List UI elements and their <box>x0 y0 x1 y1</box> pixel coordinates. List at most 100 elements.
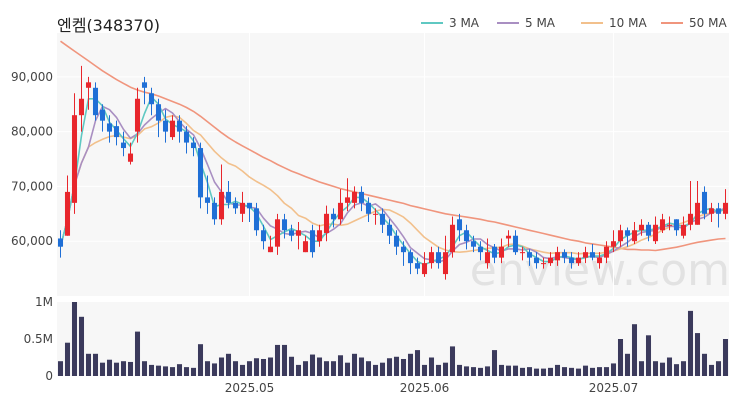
candle-body <box>624 230 631 236</box>
candle-body <box>596 257 603 264</box>
candle-body <box>120 142 127 149</box>
volume-bar <box>71 302 78 376</box>
volume-bar <box>554 364 561 376</box>
legend-label: 5 MA <box>525 16 556 30</box>
candle-body <box>365 202 372 214</box>
candle <box>365 197 372 223</box>
volume-bar <box>281 344 288 376</box>
candle <box>722 189 729 220</box>
volume-bar <box>239 364 246 376</box>
candle <box>680 216 687 239</box>
candle <box>309 224 316 258</box>
volume-bar <box>596 367 603 376</box>
ma5-line <box>59 105 726 263</box>
volume-bar <box>134 331 141 376</box>
volume-bar <box>414 350 421 376</box>
volume-bar <box>519 367 526 376</box>
candle-body <box>715 208 722 214</box>
candle <box>197 142 204 209</box>
volume-bar <box>428 357 435 376</box>
candle-body <box>302 241 309 253</box>
volume-bar <box>274 344 281 376</box>
date-tick-label: 2025.05 <box>225 381 275 395</box>
candle-body <box>638 224 645 231</box>
volume-bar <box>568 367 575 376</box>
candle-body <box>484 252 491 264</box>
candle <box>169 115 176 140</box>
volume-bar <box>624 353 631 376</box>
legend-item: 50 MA <box>661 16 727 30</box>
volume-bar <box>435 364 442 376</box>
volume-bar <box>561 367 568 376</box>
candle <box>246 202 253 223</box>
candle <box>505 230 512 247</box>
volume-bar <box>309 354 316 376</box>
candle-body <box>547 257 554 264</box>
volume-bar <box>323 361 330 376</box>
candle <box>204 175 211 214</box>
volume-tick-label: 0 <box>45 369 53 383</box>
candle <box>78 65 85 132</box>
volume-bar <box>99 362 106 376</box>
legend-swatch <box>421 22 443 24</box>
volume-bar <box>162 366 169 376</box>
candle <box>190 137 197 157</box>
volume-bar <box>659 362 666 376</box>
volume-bar <box>106 359 113 376</box>
candle <box>428 246 435 269</box>
candle <box>414 257 421 275</box>
candle <box>673 219 680 236</box>
candle <box>498 238 505 264</box>
volume-bar <box>407 353 414 376</box>
volume-bar <box>204 361 211 376</box>
volume-bar <box>365 361 372 376</box>
volume-tick-label: 0.5M <box>24 332 53 346</box>
volume-bar <box>127 361 134 376</box>
volume-bar <box>64 342 71 376</box>
volume-bar <box>393 356 400 376</box>
candle <box>134 87 141 143</box>
candle-body <box>631 230 638 242</box>
candle-body <box>134 98 141 132</box>
volume-bar <box>652 361 659 376</box>
volume-bar <box>666 357 673 376</box>
candle-body <box>99 109 106 121</box>
candle-body <box>722 202 729 214</box>
candle <box>638 219 645 236</box>
price-tick-label: 70,000 <box>11 179 53 193</box>
candle-body <box>610 241 617 247</box>
volume-bar <box>379 362 386 376</box>
volume-bar <box>617 339 624 376</box>
candle-body <box>680 224 687 236</box>
candle <box>575 252 582 266</box>
candle <box>99 104 106 132</box>
candle-body <box>498 246 505 258</box>
volume-bar <box>484 366 491 376</box>
candle-body <box>379 213 386 225</box>
candle <box>435 246 442 269</box>
volume-bar <box>512 365 519 376</box>
candle-body <box>225 191 232 203</box>
candle-body <box>414 263 421 269</box>
candle <box>316 224 323 247</box>
volume-bar <box>120 361 127 376</box>
candle <box>386 219 393 244</box>
candle-body <box>92 87 99 116</box>
candle <box>666 216 673 231</box>
volume-bar <box>589 367 596 376</box>
candle-body <box>386 224 393 236</box>
price-tick-label: 90,000 <box>11 70 53 84</box>
volume-tick-label: 1M <box>35 295 53 309</box>
candle-body <box>617 230 624 242</box>
candle <box>176 115 183 143</box>
candle-body <box>456 219 463 231</box>
candle <box>393 230 400 255</box>
candle <box>120 131 127 157</box>
candle <box>379 208 386 233</box>
candle-body <box>470 241 477 247</box>
candle <box>533 252 540 269</box>
candle <box>547 252 554 266</box>
volume-bar <box>722 339 729 376</box>
candle-body <box>64 191 71 236</box>
